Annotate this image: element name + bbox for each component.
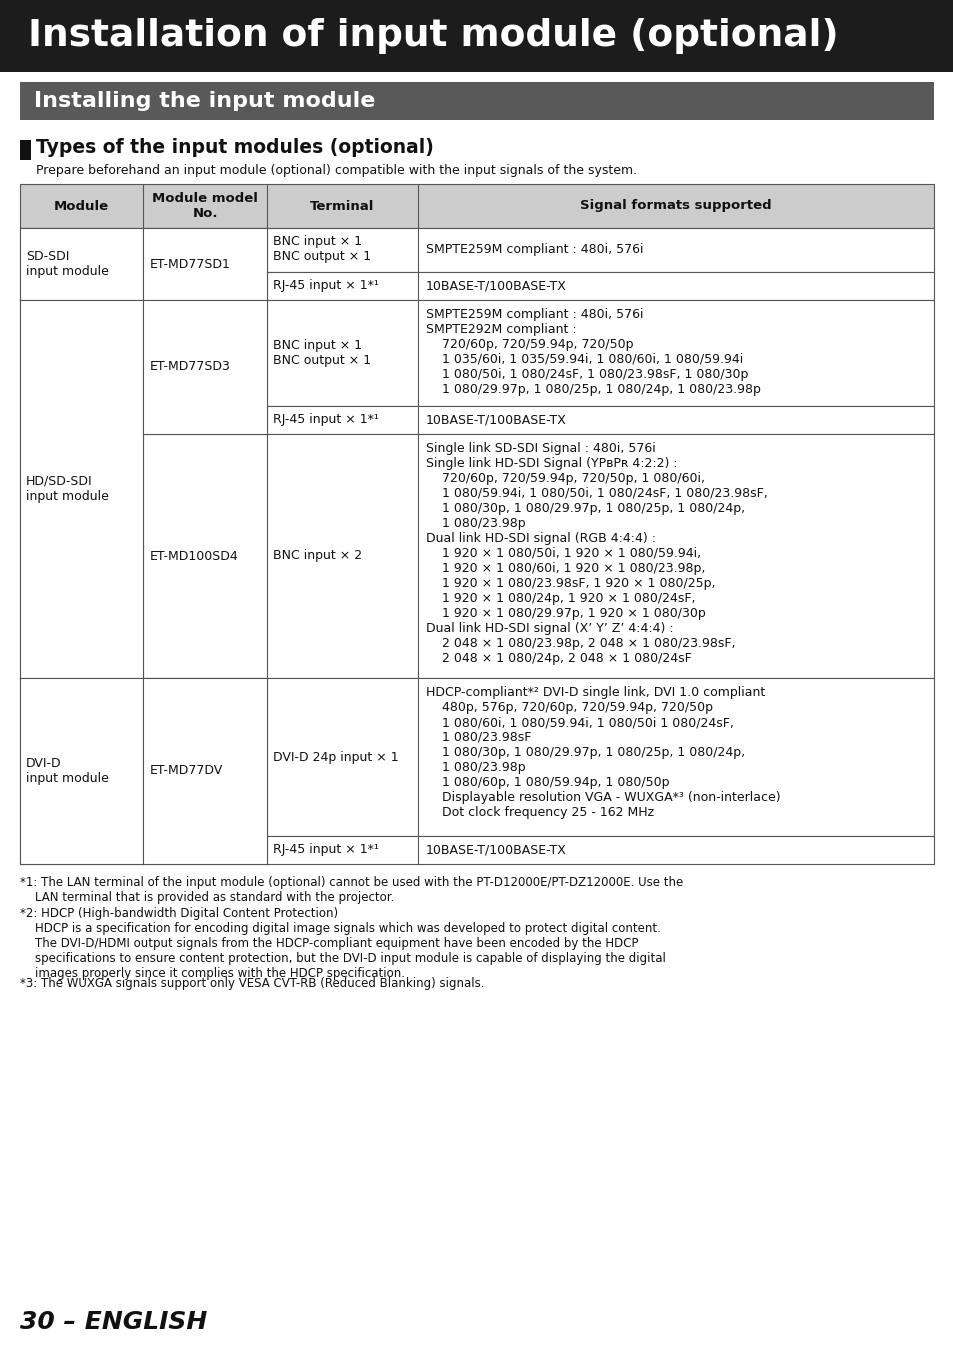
Bar: [143, 300, 267, 433]
Text: HDCP-compliant*² DVI-D single link, DVI 1.0 compliant
    480p, 576p, 720/60p, 7: HDCP-compliant*² DVI-D single link, DVI …: [425, 686, 780, 819]
Text: 30 – ENGLISH: 30 – ENGLISH: [20, 1310, 207, 1334]
Bar: [20, 82, 933, 120]
Bar: [20, 271, 933, 300]
Text: Installing the input module: Installing the input module: [34, 90, 375, 111]
Text: Types of the input modules (optional): Types of the input modules (optional): [36, 138, 434, 157]
Text: *1: The LAN terminal of the input module (optional) cannot be used with the PT-D: *1: The LAN terminal of the input module…: [20, 876, 682, 904]
Bar: [20, 228, 933, 271]
Text: BNC input × 1
BNC output × 1: BNC input × 1 BNC output × 1: [273, 339, 371, 367]
Bar: [143, 228, 267, 300]
Text: DVI-D 24p input × 1: DVI-D 24p input × 1: [273, 751, 398, 764]
Text: Installation of input module (optional): Installation of input module (optional): [28, 18, 838, 54]
Text: BNC input × 2: BNC input × 2: [273, 549, 361, 563]
Text: SMPTE259M compliant : 480i, 576i: SMPTE259M compliant : 480i, 576i: [425, 243, 642, 256]
Text: SMPTE259M compliant : 480i, 576i
SMPTE292M compliant :
    720/60p, 720/59.94p, : SMPTE259M compliant : 480i, 576i SMPTE29…: [425, 308, 760, 396]
Text: RJ-45 input × 1*¹: RJ-45 input × 1*¹: [273, 279, 378, 293]
Text: BNC input × 1
BNC output × 1: BNC input × 1 BNC output × 1: [273, 235, 371, 263]
Text: DVI-D
input module: DVI-D input module: [26, 757, 109, 784]
Bar: [0, 0, 953, 72]
Bar: [20, 433, 933, 678]
Text: RJ-45 input × 1*¹: RJ-45 input × 1*¹: [273, 413, 378, 427]
Bar: [20, 228, 143, 300]
Text: Terminal: Terminal: [310, 200, 374, 212]
Text: Module model
No.: Module model No.: [152, 192, 257, 220]
Bar: [20, 836, 933, 864]
Bar: [20, 184, 933, 228]
Text: ET-MD77DV: ET-MD77DV: [150, 764, 222, 778]
Text: *2: HDCP (High-bandwidth Digital Content Protection)
    HDCP is a specification: *2: HDCP (High-bandwidth Digital Content…: [20, 907, 665, 980]
Bar: [143, 678, 267, 864]
Text: Signal formats supported: Signal formats supported: [579, 200, 771, 212]
Text: ET-MD77SD1: ET-MD77SD1: [150, 258, 230, 270]
Text: ET-MD100SD4: ET-MD100SD4: [150, 549, 238, 563]
Bar: [20, 300, 933, 406]
Bar: [20, 140, 30, 161]
Text: SD-SDI
input module: SD-SDI input module: [26, 250, 109, 278]
Text: Single link SD-SDI Signal : 480i, 576i
Single link HD-SDI Signal (YPʙPʀ 4:2:2) :: Single link SD-SDI Signal : 480i, 576i S…: [425, 441, 766, 666]
Bar: [20, 678, 933, 836]
Bar: [20, 300, 143, 678]
Bar: [20, 406, 933, 433]
Text: Prepare beforehand an input module (optional) compatible with the input signals : Prepare beforehand an input module (opti…: [36, 163, 637, 177]
Text: 10BASE-T/100BASE-TX: 10BASE-T/100BASE-TX: [425, 279, 566, 293]
Text: ET-MD77SD3: ET-MD77SD3: [150, 360, 230, 374]
Text: RJ-45 input × 1*¹: RJ-45 input × 1*¹: [273, 844, 378, 856]
Text: 10BASE-T/100BASE-TX: 10BASE-T/100BASE-TX: [425, 413, 566, 427]
Text: HD/SD-SDI
input module: HD/SD-SDI input module: [26, 475, 109, 504]
Text: 10BASE-T/100BASE-TX: 10BASE-T/100BASE-TX: [425, 844, 566, 856]
Bar: [20, 678, 143, 864]
Text: *3: The WUXGA signals support only VESA CVT-RB (Reduced Blanking) signals.: *3: The WUXGA signals support only VESA …: [20, 977, 484, 990]
Text: Module: Module: [54, 200, 110, 212]
